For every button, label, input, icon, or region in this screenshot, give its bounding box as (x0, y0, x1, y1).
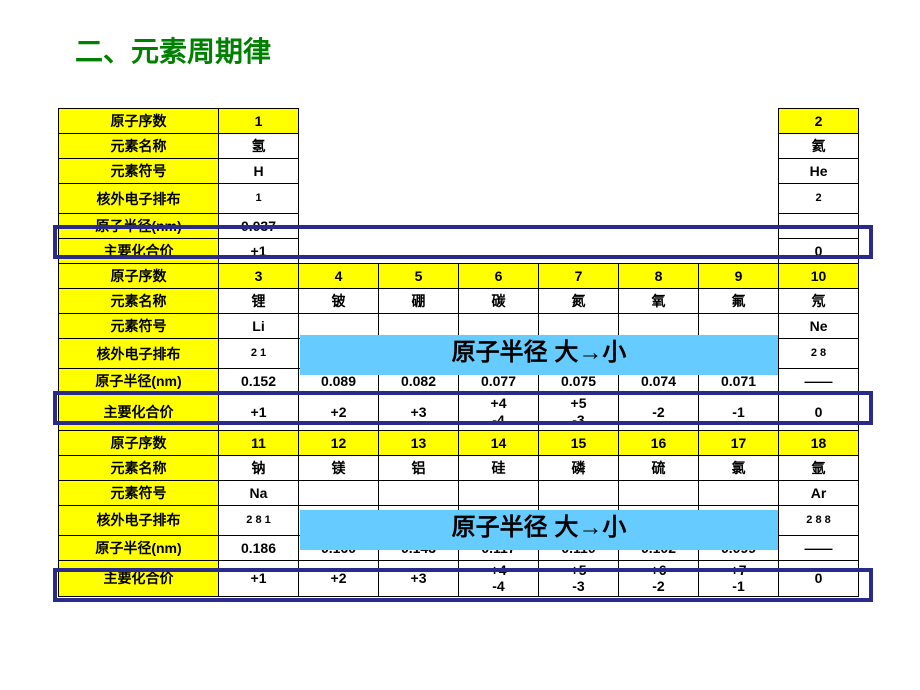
p2-val-7: 0 (779, 394, 859, 431)
p3-name-4: 磷 (539, 455, 619, 480)
p1-sym-0: H (219, 159, 299, 184)
p2-name-0: 锂 (219, 289, 299, 314)
p2-num-0: 3 (219, 264, 299, 289)
p1-name-1: 氦 (779, 134, 859, 159)
label-valence: 主要化合价 (59, 239, 219, 264)
p3-name-3: 硅 (459, 455, 539, 480)
p2-sym-7: Ne (779, 314, 859, 339)
label-element-symbol: 元素符号 (59, 159, 219, 184)
p2-val-0: +1 (219, 394, 299, 431)
p2-num-5: 8 (619, 264, 699, 289)
p2-num-4: 7 (539, 264, 619, 289)
p2-name-4: 氮 (539, 289, 619, 314)
p3-num-6: 17 (699, 430, 779, 455)
p1-sym-1: He (779, 159, 859, 184)
p2-val-3: +4 -4 (459, 394, 539, 431)
p3-val-0: +1 (219, 560, 299, 597)
p3-elec-7: 2 8 8 (779, 505, 859, 535)
p3-val-7: 0 (779, 560, 859, 597)
p3-name-7: 氩 (779, 455, 859, 480)
p3-name-6: 氯 (699, 455, 779, 480)
p2-num-6: 9 (699, 264, 779, 289)
p3-val-4: +5 -3 (539, 560, 619, 597)
p1-elec-1: 2 (779, 184, 859, 214)
p1-rad-0: 0.037 (219, 214, 299, 239)
p3-elec-0: 2 8 1 (219, 505, 299, 535)
p3-name-5: 硫 (619, 455, 699, 480)
p2-elec-7: 2 8 (779, 339, 859, 369)
label-radius-2: 原子半径(nm) (59, 369, 219, 394)
p2-rad-7: —— (779, 369, 859, 394)
p2-name-3: 碳 (459, 289, 539, 314)
p3-rad-0: 0.186 (219, 535, 299, 560)
label-radius: 原子半径(nm) (59, 214, 219, 239)
label-electron-2: 核外电子排布 (59, 339, 219, 369)
p3-num-1: 12 (299, 430, 379, 455)
p2-name-2: 硼 (379, 289, 459, 314)
p2-name-5: 氧 (619, 289, 699, 314)
p2-val-5: -2 (619, 394, 699, 431)
label-atomic-number-2: 原子序数 (59, 264, 219, 289)
label-valence-2: 主要化合价 (59, 394, 219, 431)
p3-sym-7: Ar (779, 480, 859, 505)
banner-2: 原子半径 大→小 (300, 510, 778, 550)
p2-num-1: 4 (299, 264, 379, 289)
p3-val-5: +6 -2 (619, 560, 699, 597)
p3-name-2: 铝 (379, 455, 459, 480)
p2-val-6: -1 (699, 394, 779, 431)
label-element-symbol-3: 元素符号 (59, 480, 219, 505)
label-electron-3: 核外电子排布 (59, 505, 219, 535)
p1-val-1: 0 (779, 239, 859, 264)
label-element-name-3: 元素名称 (59, 455, 219, 480)
p3-sym-0: Na (219, 480, 299, 505)
p2-num-2: 5 (379, 264, 459, 289)
p2-name-1: 铍 (299, 289, 379, 314)
p2-num-3: 6 (459, 264, 539, 289)
label-element-symbol-2: 元素符号 (59, 314, 219, 339)
p3-num-3: 14 (459, 430, 539, 455)
p3-val-1: +2 (299, 560, 379, 597)
p2-num-7: 10 (779, 264, 859, 289)
p2-val-2: +3 (379, 394, 459, 431)
p3-val-3: +4 -4 (459, 560, 539, 597)
p1-rad-1: —— (779, 214, 859, 239)
label-valence-3: 主要化合价 (59, 560, 219, 597)
p2-rad-0: 0.152 (219, 369, 299, 394)
p3-name-1: 镁 (299, 455, 379, 480)
p1-num-0: 1 (219, 109, 299, 134)
label-atomic-number: 原子序数 (59, 109, 219, 134)
label-radius-3: 原子半径(nm) (59, 535, 219, 560)
p2-val-1: +2 (299, 394, 379, 431)
p2-name-6: 氟 (699, 289, 779, 314)
p3-num-4: 15 (539, 430, 619, 455)
p3-val-6: +7 -1 (699, 560, 779, 597)
p2-name-7: 氖 (779, 289, 859, 314)
label-element-name-2: 元素名称 (59, 289, 219, 314)
p3-num-2: 13 (379, 430, 459, 455)
p2-elec-0: 2 1 (219, 339, 299, 369)
label-electron: 核外电子排布 (59, 184, 219, 214)
p1-name-0: 氢 (219, 134, 299, 159)
page-title: 二、元素周期律 (75, 30, 271, 70)
p3-val-2: +3 (379, 560, 459, 597)
p3-name-0: 钠 (219, 455, 299, 480)
p2-val-4: +5 -3 (539, 394, 619, 431)
p2-sym-0: Li (219, 314, 299, 339)
p3-num-0: 11 (219, 430, 299, 455)
p3-rad-7: —— (779, 535, 859, 560)
p1-val-0: +1 (219, 239, 299, 264)
p3-num-7: 18 (779, 430, 859, 455)
label-atomic-number-3: 原子序数 (59, 430, 219, 455)
banner-1: 原子半径 大→小 (300, 335, 778, 375)
label-element-name: 元素名称 (59, 134, 219, 159)
p1-num-1: 2 (779, 109, 859, 134)
p1-elec-0: 1 (219, 184, 299, 214)
p3-num-5: 16 (619, 430, 699, 455)
